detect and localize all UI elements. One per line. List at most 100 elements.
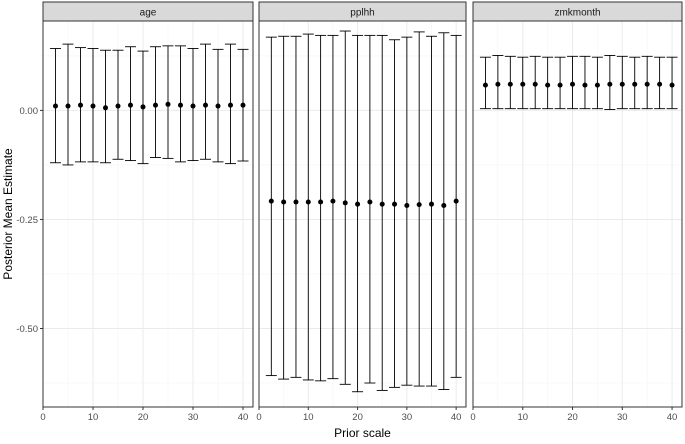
error-bar bbox=[175, 45, 186, 163]
error-bar bbox=[278, 35, 290, 380]
mean-point bbox=[507, 81, 513, 87]
mean-point bbox=[392, 201, 398, 207]
error-bar bbox=[100, 49, 111, 164]
panel-pplhh: pplhh 0 10 20 30 40 bbox=[256, 1, 467, 423]
x-tick-label: 10 bbox=[303, 412, 314, 423]
x-tick-label: 30 bbox=[617, 412, 628, 423]
error-bar bbox=[265, 36, 277, 377]
error-bar bbox=[212, 48, 224, 163]
error-bar bbox=[401, 36, 413, 386]
mean-point bbox=[441, 202, 447, 208]
error-bar bbox=[315, 34, 327, 382]
error-bar bbox=[604, 55, 616, 110]
panel-background bbox=[43, 21, 253, 407]
error-bar bbox=[629, 56, 641, 110]
error-bar bbox=[50, 48, 61, 164]
error-bar bbox=[654, 56, 666, 110]
panel-background bbox=[259, 21, 466, 407]
x-tick-label: 10 bbox=[517, 412, 528, 423]
mean-point bbox=[78, 102, 83, 108]
mean-point bbox=[103, 105, 108, 111]
error-bar bbox=[162, 45, 174, 159]
error-bar bbox=[591, 56, 603, 110]
error-bar bbox=[554, 56, 566, 110]
mean-point bbox=[115, 103, 121, 109]
x-tick-label: 40 bbox=[238, 412, 249, 423]
error-bar bbox=[579, 55, 591, 110]
mean-point bbox=[293, 199, 299, 205]
mean-point bbox=[90, 103, 96, 109]
error-bar bbox=[290, 35, 302, 378]
mean-point bbox=[355, 201, 361, 207]
error-bar bbox=[112, 49, 124, 160]
mean-point bbox=[520, 81, 526, 87]
mean-point bbox=[178, 102, 183, 108]
mean-point bbox=[416, 202, 422, 208]
mean-point bbox=[482, 82, 488, 88]
mean-point bbox=[619, 81, 625, 87]
y-tick-label: -0.50 bbox=[16, 324, 38, 335]
mean-point bbox=[268, 198, 274, 204]
mean-point bbox=[532, 81, 538, 87]
mean-point bbox=[607, 81, 613, 87]
facet-strip-label: pplhh bbox=[350, 8, 374, 19]
mean-point bbox=[215, 103, 221, 109]
mean-point bbox=[190, 103, 196, 109]
mean-point bbox=[453, 198, 459, 204]
mean-point bbox=[379, 201, 385, 207]
x-tick-label: 30 bbox=[402, 412, 413, 423]
x-tick-label: 20 bbox=[567, 412, 578, 423]
mean-point bbox=[404, 202, 410, 208]
error-bar bbox=[413, 31, 425, 387]
mean-point bbox=[330, 198, 336, 204]
y-tick-label: 0.00 bbox=[20, 106, 39, 117]
error-bar bbox=[529, 55, 541, 110]
y-axis-title: Posterior Mean Estimate bbox=[1, 148, 15, 280]
mean-point bbox=[165, 101, 171, 107]
y-tick-label: -0.25 bbox=[16, 215, 38, 226]
x-tick-label: 20 bbox=[138, 412, 149, 423]
mean-point bbox=[53, 103, 58, 109]
error-bar bbox=[327, 34, 339, 380]
mean-point bbox=[342, 200, 348, 206]
error-bar bbox=[137, 50, 149, 165]
facet-strip-label: age bbox=[140, 8, 157, 19]
mean-point bbox=[557, 82, 563, 88]
panel-border bbox=[472, 20, 683, 408]
panel-zmkmonth: zmkmonth 0 10 20 30 40 bbox=[470, 1, 683, 423]
x-tick-label: 40 bbox=[451, 412, 462, 423]
x-axis-title: Prior scale bbox=[334, 426, 391, 439]
error-bar bbox=[87, 48, 99, 163]
mean-point bbox=[203, 102, 208, 108]
error-bar bbox=[492, 55, 504, 110]
error-bar bbox=[75, 47, 86, 163]
x-tick-label: 40 bbox=[667, 412, 678, 423]
error-bar bbox=[666, 56, 678, 110]
error-bar bbox=[352, 34, 364, 393]
error-bar bbox=[364, 34, 376, 384]
error-bar bbox=[450, 34, 462, 378]
panel-border bbox=[42, 20, 254, 408]
x-tick-label: 10 bbox=[88, 412, 99, 423]
panel-background bbox=[473, 21, 682, 407]
mean-point bbox=[657, 81, 663, 87]
facet-strip-label: zmkmonth bbox=[554, 8, 600, 19]
x-tick-label: 0 bbox=[470, 412, 475, 423]
mean-point bbox=[305, 199, 311, 205]
error-bar bbox=[517, 56, 529, 110]
x-tick-label: 0 bbox=[40, 412, 45, 423]
mean-point bbox=[367, 199, 373, 205]
error-bar bbox=[225, 43, 236, 165]
error-bar bbox=[504, 55, 516, 110]
mean-point bbox=[65, 103, 71, 109]
mean-point bbox=[429, 201, 434, 207]
x-tick-label: 20 bbox=[352, 412, 363, 423]
mean-point bbox=[582, 82, 588, 88]
panel-age: age 0 10 20 30 40 bbox=[40, 1, 254, 423]
error-bar bbox=[542, 56, 554, 110]
error-bar bbox=[389, 39, 401, 388]
mean-point bbox=[140, 104, 146, 110]
error-bar bbox=[339, 30, 351, 385]
